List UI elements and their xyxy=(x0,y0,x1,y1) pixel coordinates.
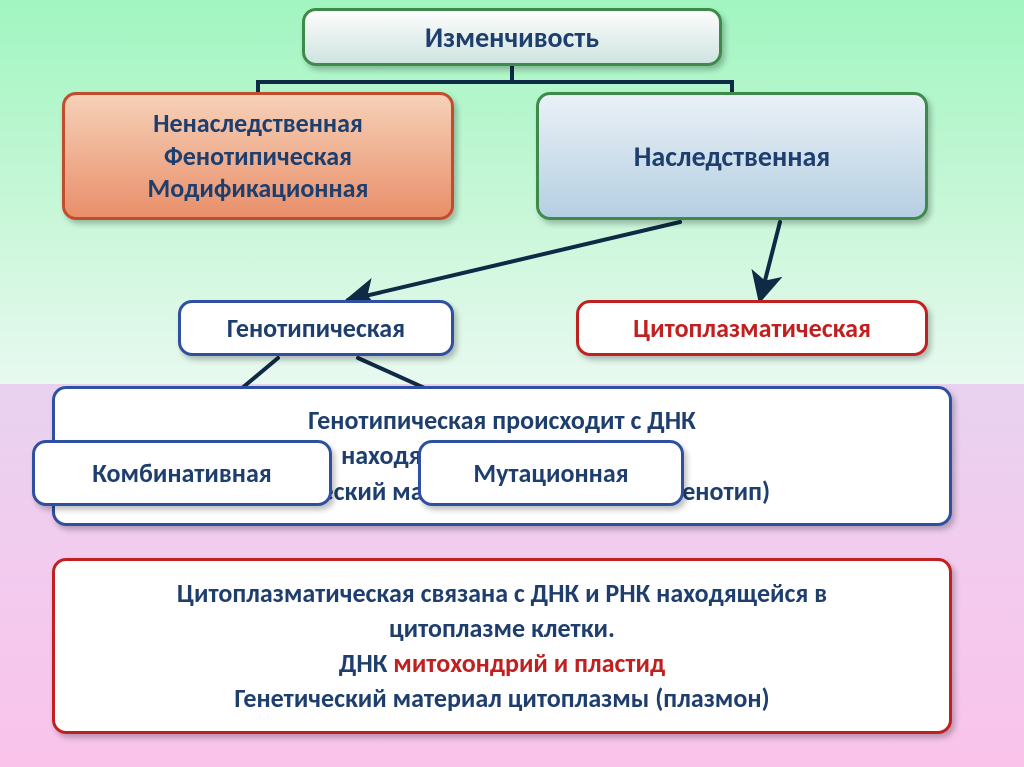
node-combinative: Комбинативная xyxy=(32,440,332,506)
node-cytoplasmic: Цитоплазматическая xyxy=(576,300,928,356)
description-segment: цитоплазме клетки. xyxy=(389,612,615,644)
description-line: Генетический материал цитоплазмы (плазмо… xyxy=(73,681,931,716)
node-heritable-label: Наследственная xyxy=(634,139,831,174)
cytoplasmic-description-box: Цитоплазматическая связана с ДНК и РНК н… xyxy=(52,558,952,734)
node-non-heritable-line: Фенотипическая xyxy=(148,140,369,173)
description-line: Генотипическая происходит с ДНК xyxy=(73,403,931,438)
node-genotypic-label: Генотипическая xyxy=(227,312,405,345)
node-non-heritable: НенаследственнаяФенотипическаяМодификаци… xyxy=(62,92,454,220)
node-non-heritable-line: Ненаследственная xyxy=(148,107,369,140)
description-segment: Цитоплазматическая связана с ДНК и РНК н… xyxy=(177,577,827,609)
node-cytoplasmic-label: Цитоплазматическая xyxy=(633,312,871,345)
node-combinative-label: Комбинативная xyxy=(92,457,271,490)
description-segment: Генотипическая происходит с ДНК xyxy=(308,404,696,436)
description-segment: Генетический материал цитоплазмы (плазмо… xyxy=(234,682,769,714)
node-mutational: Мутационная xyxy=(418,440,684,506)
description-line: Цитоплазматическая связана с ДНК и РНК н… xyxy=(73,576,931,611)
node-genotypic: Генотипическая xyxy=(178,300,454,356)
node-non-heritable-text: НенаследственнаяФенотипическаяМодификаци… xyxy=(148,107,369,205)
description-segment: митохондрий и пластид xyxy=(393,647,665,679)
description-segment: ДНК xyxy=(339,647,393,679)
node-heritable: Наследственная xyxy=(536,92,928,220)
node-mutational-label: Мутационная xyxy=(473,457,628,490)
node-non-heritable-line: Модификационная xyxy=(148,172,369,205)
node-root: Изменчивость xyxy=(302,8,722,66)
description-line: ДНК митохондрий и пластид xyxy=(73,646,931,681)
node-root-label: Изменчивость xyxy=(425,20,599,55)
diagram-canvas: Генотипическая происходит с ДНКнаходящей… xyxy=(0,0,1024,767)
description-line: цитоплазме клетки. xyxy=(73,611,931,646)
